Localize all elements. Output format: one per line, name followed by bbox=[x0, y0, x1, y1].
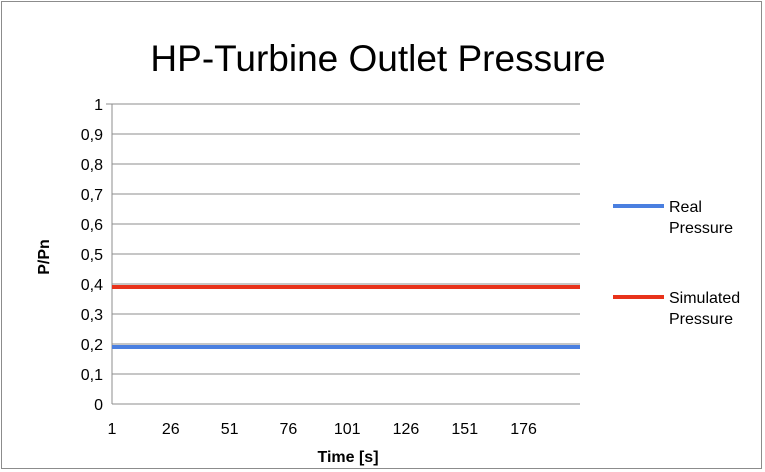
gridlines bbox=[112, 103, 580, 375]
y-tick-label: 1 bbox=[94, 97, 103, 114]
legend-label: Real bbox=[669, 199, 702, 216]
x-tick-label: 26 bbox=[162, 421, 180, 438]
x-tick-labels: 1 26 51 76 101 126 151 176 bbox=[108, 421, 537, 438]
x-tick-label: 101 bbox=[334, 421, 361, 438]
y-tick-label: 0,7 bbox=[81, 187, 103, 204]
y-tick-label: 0 bbox=[94, 397, 103, 414]
series-lines bbox=[112, 285, 580, 349]
y-tick-labels: 0 0,1 0,2 0,3 0,4 0,5 0,6 0,7 0,8 0,9 1 bbox=[81, 97, 103, 414]
y-tick-label: 0,9 bbox=[81, 127, 103, 144]
x-tick-label: 176 bbox=[510, 421, 537, 438]
chart-title: HP-Turbine Outlet Pressure bbox=[150, 38, 605, 79]
legend-label: Simulated bbox=[669, 290, 740, 307]
legend: Real Pressure Simulated Pressure bbox=[613, 199, 740, 328]
x-tick-label: 1 bbox=[108, 421, 117, 438]
y-axis-title: P/Pn bbox=[36, 239, 53, 275]
axes bbox=[106, 103, 580, 405]
x-tick-label: 51 bbox=[221, 421, 239, 438]
x-axis-title: Time [s] bbox=[317, 449, 378, 466]
legend-label: Pressure bbox=[669, 311, 733, 328]
y-tick-label: 0,1 bbox=[81, 367, 103, 384]
y-tick-label: 0,5 bbox=[81, 247, 103, 264]
y-tick-label: 0,8 bbox=[81, 157, 103, 174]
y-tick-label: 0,6 bbox=[81, 217, 103, 234]
y-tick-label: 0,3 bbox=[81, 307, 103, 324]
legend-label: Pressure bbox=[669, 220, 733, 237]
y-tick-label: 0,2 bbox=[81, 337, 103, 354]
y-tick-label: 0,4 bbox=[81, 277, 103, 294]
x-tick-label: 76 bbox=[279, 421, 297, 438]
x-tick-label: 126 bbox=[393, 421, 420, 438]
x-tick-label: 151 bbox=[451, 421, 478, 438]
